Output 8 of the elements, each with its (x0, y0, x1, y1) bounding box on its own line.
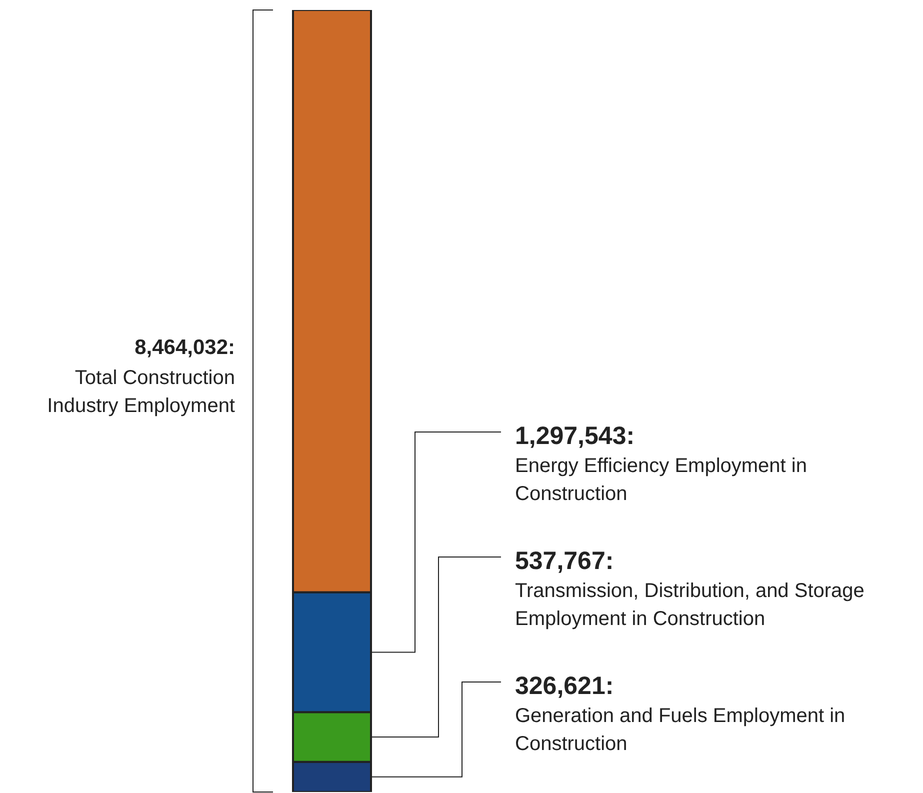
total-label: 8,464,032: (134, 336, 235, 359)
text: Transmission, Distribution, and Storage Employment in Construction (515, 580, 864, 630)
text: Total Construction Industry Employment (47, 367, 236, 417)
data-label: 1,297,543: (515, 422, 635, 450)
text: Generation and Fuels Employment in Construction (515, 705, 846, 755)
data-label: 326,621: (515, 672, 614, 700)
text: Energy Efficiency Employment in Construction (515, 455, 807, 505)
data-label: 537,767: (515, 547, 614, 575)
